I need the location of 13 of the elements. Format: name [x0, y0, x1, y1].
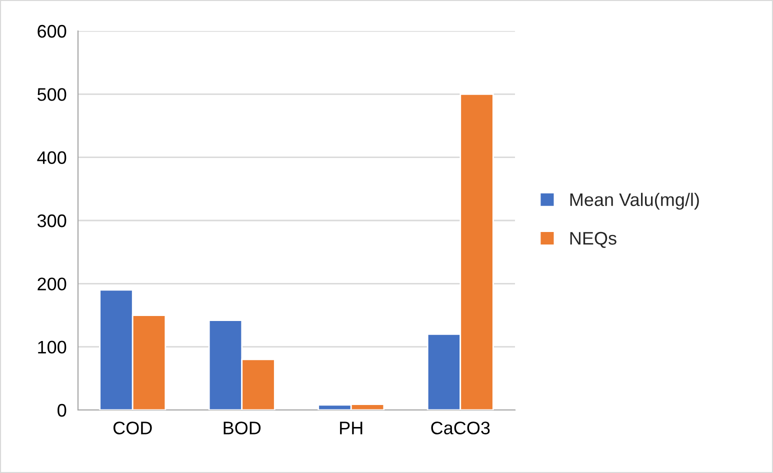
y-tick-label: 200 — [38, 278, 66, 290]
y-tick-label: 400 — [37, 151, 66, 164]
y-tick-label: 100 — [38, 340, 66, 354]
y-tick-label: 500 — [37, 88, 66, 101]
legend-label: NEQs — [570, 232, 616, 248]
x-tick-label: COD — [113, 422, 152, 434]
x-tick-label: PH — [340, 422, 362, 434]
y-tick-label: 300 — [37, 214, 66, 228]
y-tick-label: 600 — [38, 24, 66, 38]
y-tick-label: 0 — [58, 404, 66, 417]
x-tick-label: CaCO3 — [431, 422, 490, 434]
x-tick-label: BOD — [224, 422, 261, 434]
legend-label: Mean Valu(mg/l) — [570, 192, 699, 210]
